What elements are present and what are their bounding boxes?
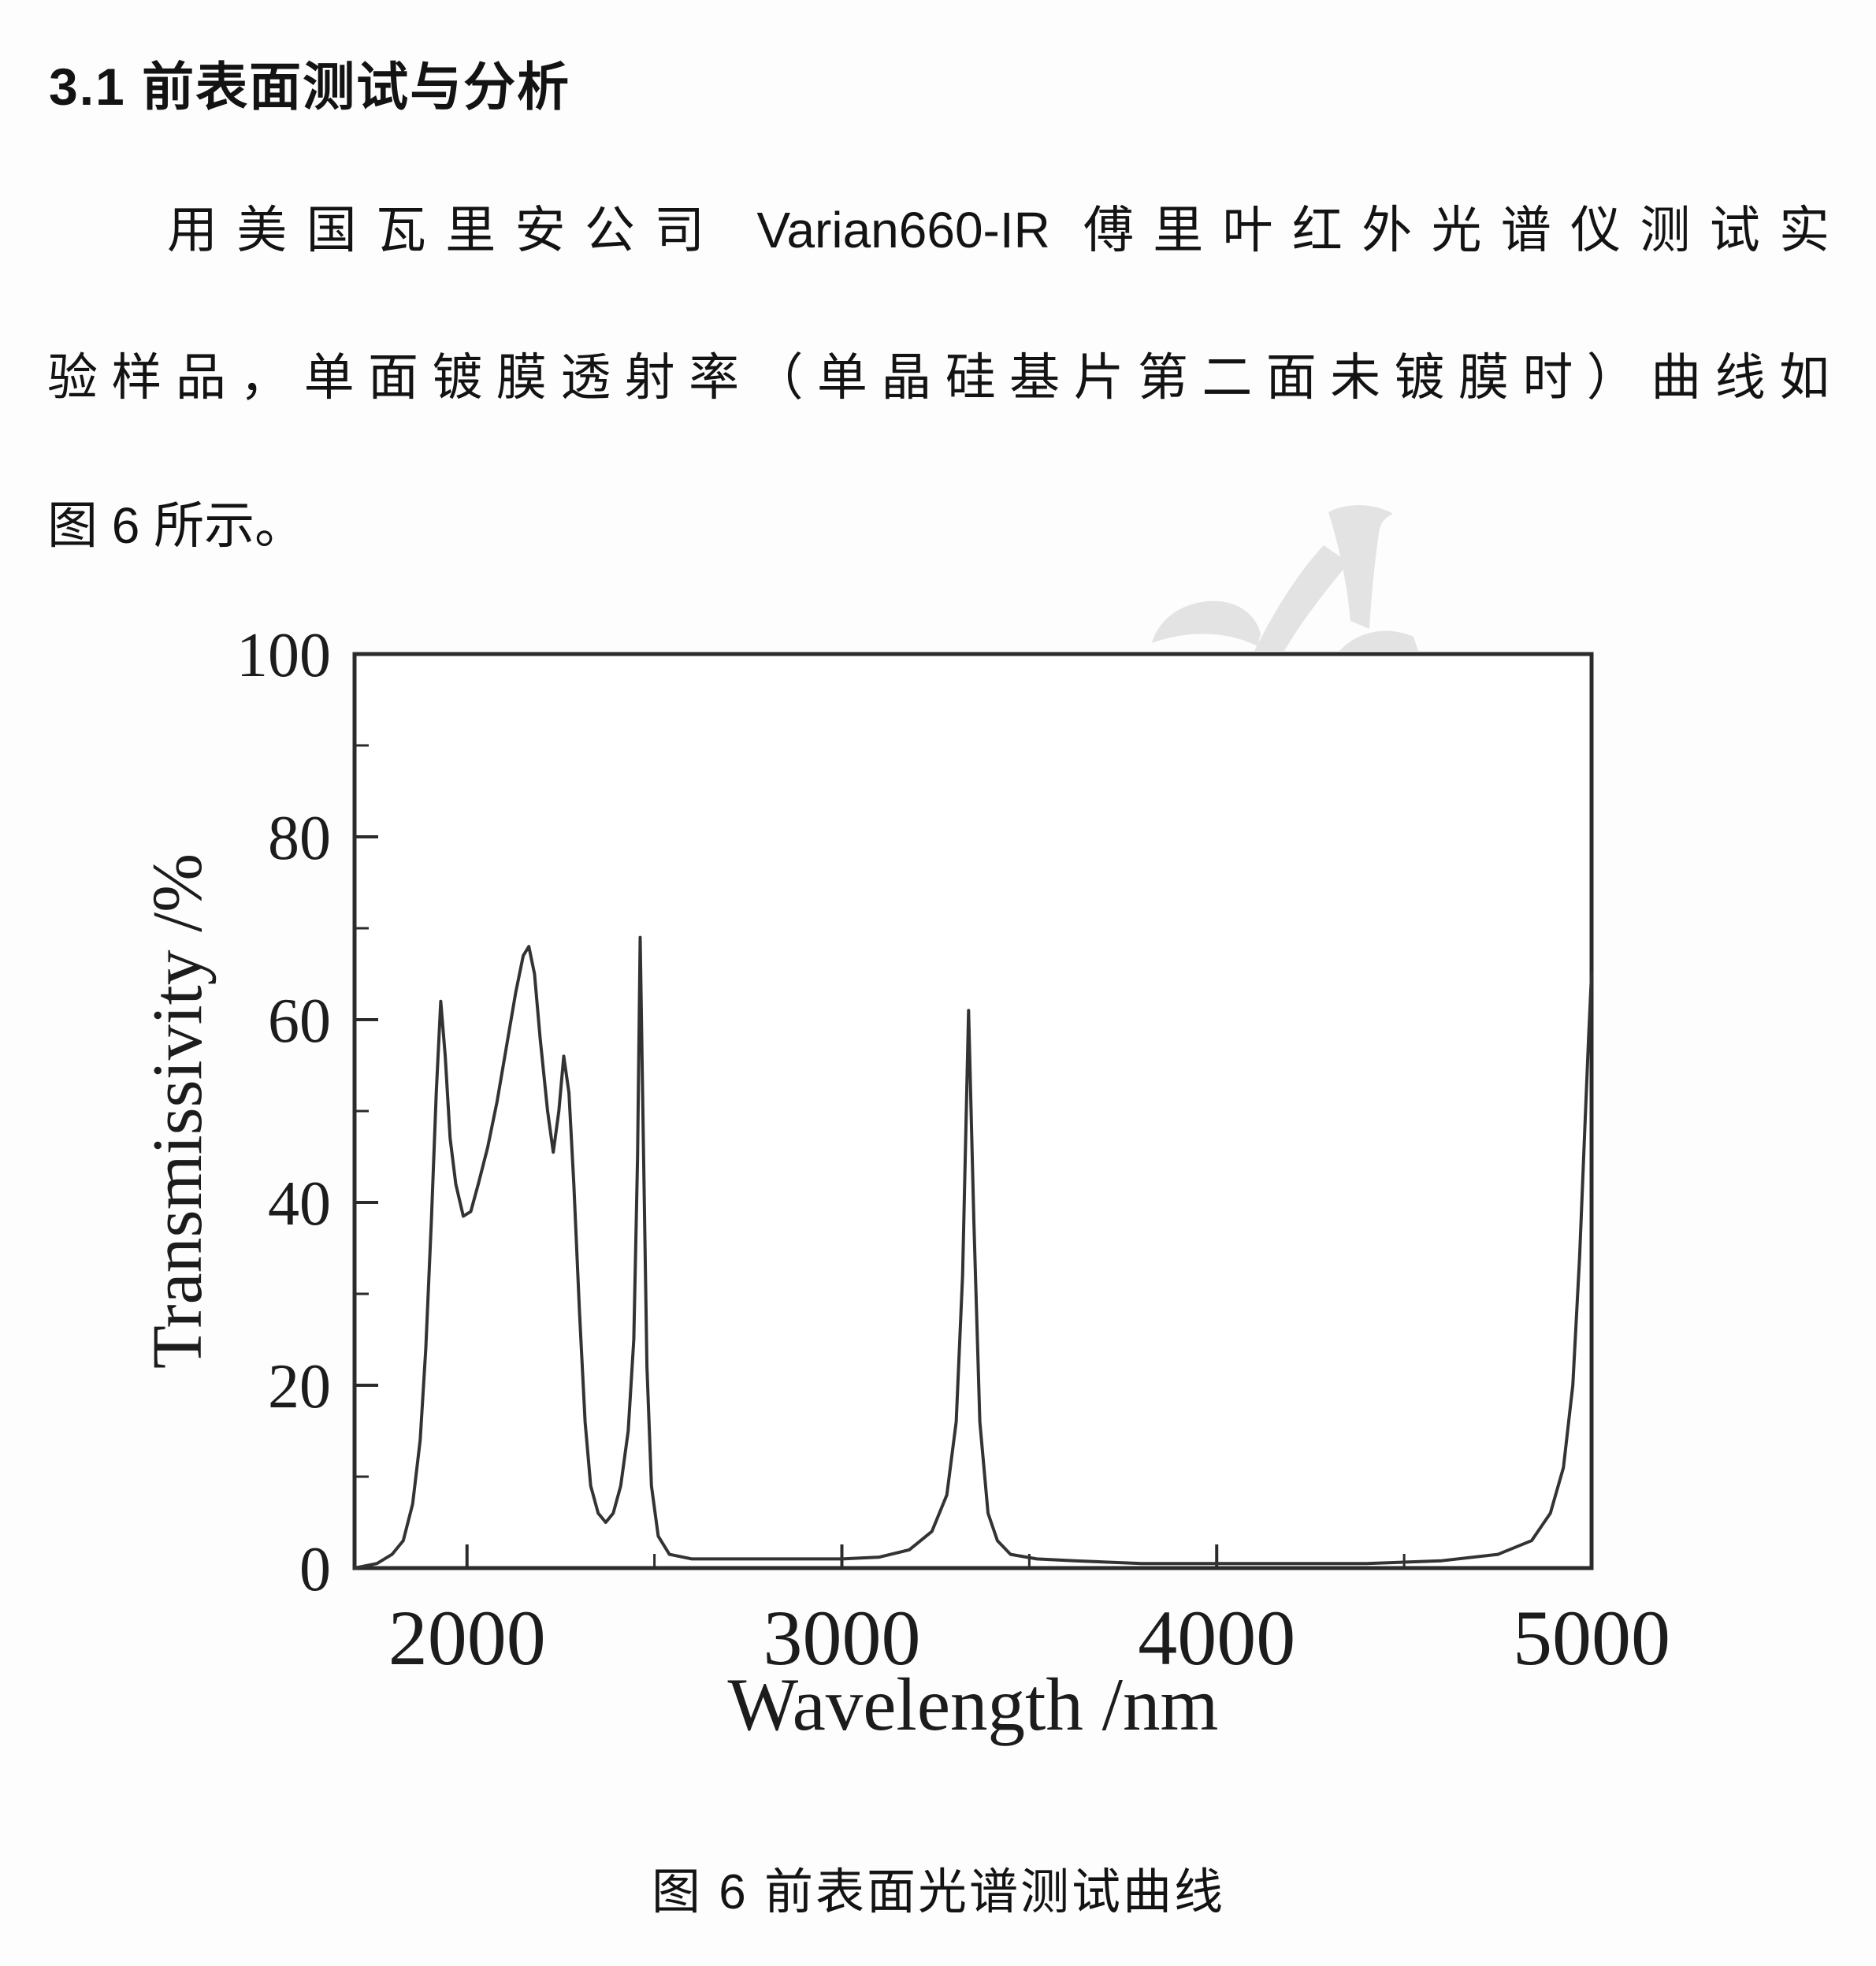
y-tick-label: 60 — [268, 987, 331, 1056]
watermark-glyph — [1152, 505, 1418, 651]
x-axis-title: Wavelength /nm — [728, 1663, 1219, 1746]
paragraph-line-3: 图 6 所示。 — [47, 497, 306, 554]
y-tick-label: 100 — [236, 621, 331, 690]
x-tick-label: 3000 — [763, 1594, 920, 1682]
transmissivity-curve — [353, 935, 1593, 1570]
figure-caption: 图 6 前表面光谱测试曲线 — [652, 1865, 1225, 1920]
paragraph-line-1: 用美国瓦里安公司 Varian660-IR 傅里叶红外光谱仪测试实 — [167, 202, 1830, 258]
y-axis-title: Transmissivity /% — [139, 853, 217, 1369]
y-tick-label: 0 — [299, 1535, 331, 1604]
plot-frame — [352, 652, 1594, 1570]
section-heading: 3.1 前表面测试与分析 — [49, 58, 571, 116]
x-tick-label: 5000 — [1513, 1594, 1670, 1682]
y-tick-label: 40 — [268, 1169, 331, 1239]
chart-generated: 0 20 40 60 80 100 2000 3000 4000 5000 — [236, 621, 1670, 1682]
y-tick-label: 20 — [268, 1352, 331, 1422]
x-tick-label: 2000 — [388, 1594, 546, 1682]
y-tick-label: 80 — [268, 804, 331, 873]
x-tick-label: 4000 — [1138, 1594, 1295, 1682]
paragraph-line-2: 验样品，单面镀膜透射率（单晶硅基片第二面未镀膜时）曲线如 — [47, 349, 1830, 406]
